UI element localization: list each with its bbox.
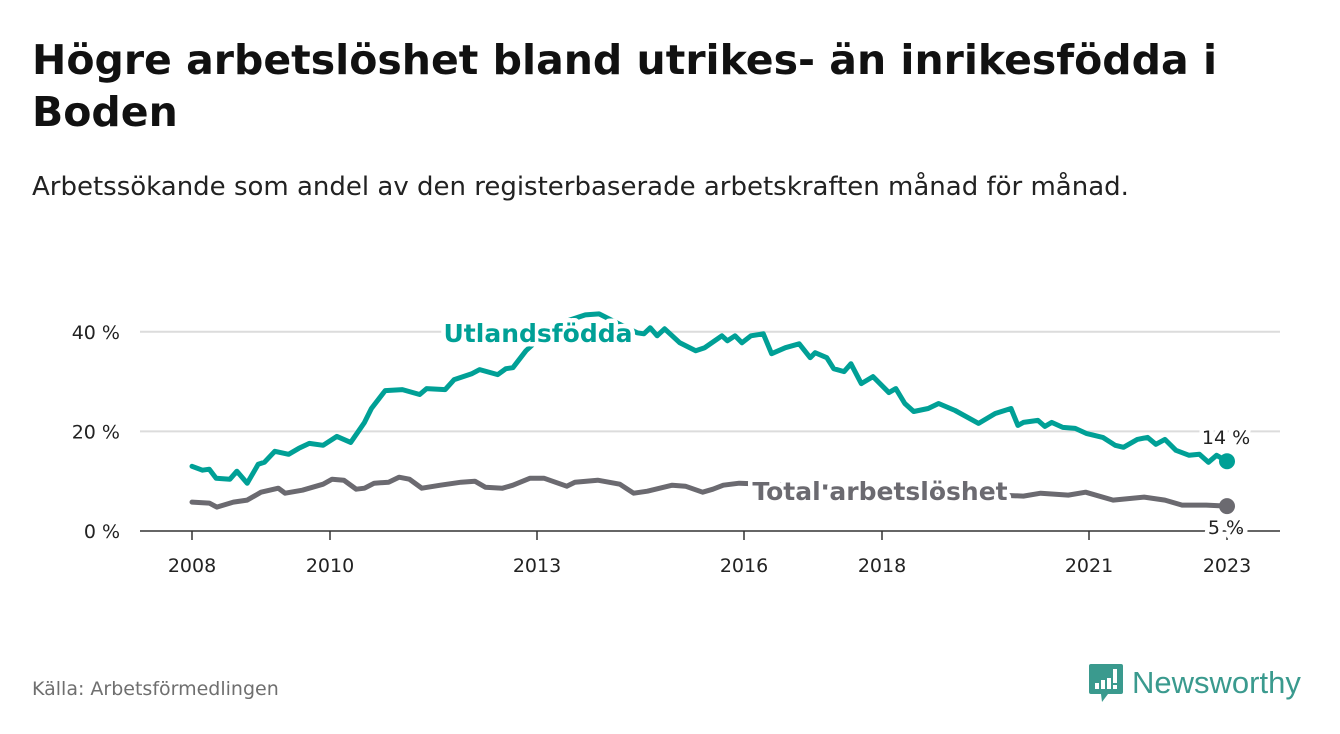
end-markers [1219,453,1235,515]
series-label-utlandsfodda: Utlandsfödda [444,319,633,348]
series-line-utlandsf-dda [189,311,1230,486]
end-point-marker [1219,453,1235,470]
brand-name: Newsworthy [1132,665,1301,700]
x-tick-label: 2016 [720,555,768,577]
y-tick-label: 40 % [72,322,120,344]
x-tick-label: 2021 [1065,555,1113,577]
series-lines [189,311,1230,510]
x-axis-ticks: 2008 2010 2013 2016 2018 2021 2023 [168,531,1251,577]
y-axis-ticks: 0 % 20 % 40 % [72,322,120,543]
source-note: Källa: Arbetsförmedlingen [32,678,279,700]
end-label-utlandsfodda: 14 % [1202,427,1250,449]
series-label-total: Total arbetslöshet [752,477,1007,506]
chart-title: Högre arbetslöshet bland utrikes- än inr… [32,36,1217,136]
newsworthy-logo-icon [1089,664,1123,702]
x-tick-label: 2010 [306,555,354,577]
y-tick-label: 20 % [72,421,120,443]
x-tick-label: 2008 [168,555,216,577]
chart-subtitle: Arbetssökande som andel av den registerb… [32,172,1129,202]
x-tick-label: 2018 [858,555,906,577]
series-labels: Utlandsfödda Total arbetslöshet [439,315,1012,511]
x-tick-label: 2023 [1203,555,1251,577]
newsworthy-logo[interactable]: Newsworthy [1088,662,1301,704]
y-tick-label: 0 % [84,521,120,543]
end-point-marker [1219,498,1235,515]
end-label-total: 5 % [1208,517,1244,539]
x-tick-label: 2013 [513,555,561,577]
series-line-total-arbetsl-shet [189,474,1230,510]
